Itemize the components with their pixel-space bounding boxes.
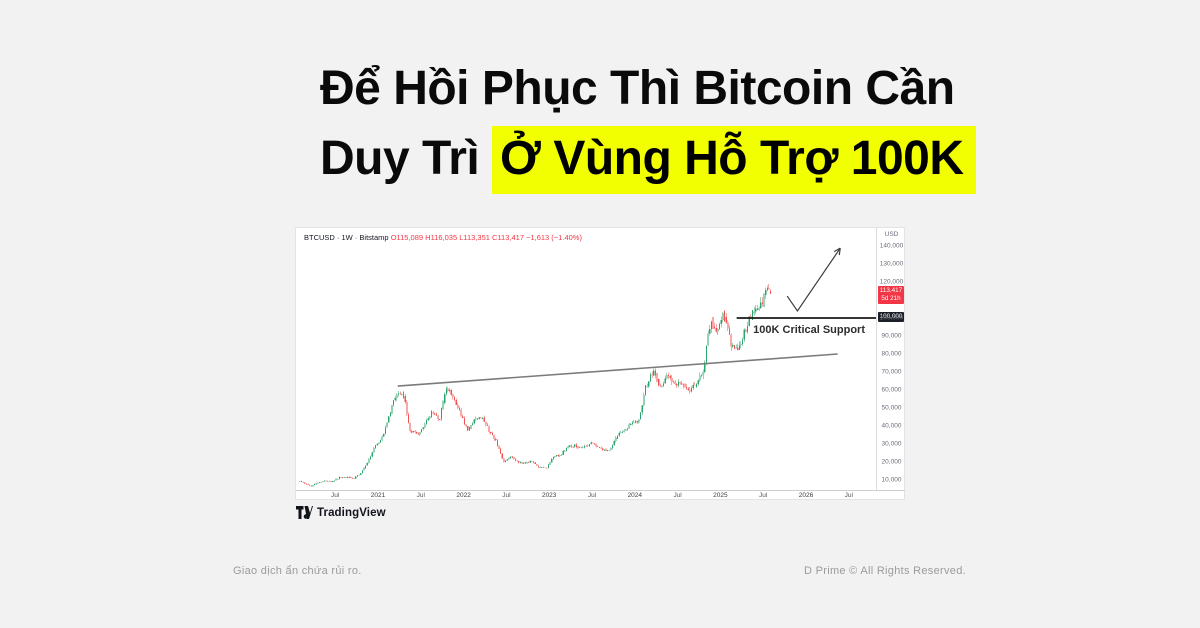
- time-tick: 2025: [713, 492, 728, 499]
- headline-line1: Để Hồi Phục Thì Bitcoin Cần: [320, 62, 955, 115]
- time-tick: Jul: [587, 492, 597, 499]
- tradingview-logo: TradingView: [296, 506, 386, 519]
- time-tick: Jul: [844, 492, 853, 499]
- price-tick: 120,000: [879, 278, 904, 286]
- price-tick: 10,000: [881, 476, 902, 484]
- tradingview-chart: BTCUSD · 1W · Bitstamp O115,089 H116,035…: [295, 227, 905, 500]
- last-price-value: 113,417: [879, 287, 903, 294]
- price-tick: 20,000: [881, 458, 902, 466]
- headline: Để Hồi Phục Thì Bitcoin Cần Duy Trì Ở Vù…: [320, 54, 976, 194]
- time-tick: Jul: [331, 492, 340, 499]
- candle-countdown: 5d 21h: [881, 294, 901, 302]
- price-tick: 100,000: [879, 314, 904, 322]
- footer-copyright: D Prime © All Rights Reserved.: [804, 565, 966, 577]
- time-axis: Jul 2021 Jul 2022 Jul 2023 Jul 2024 Jul 2025 Jul 20…: [296, 490, 905, 501]
- time-tick: 2021: [370, 492, 386, 499]
- price-tick: 50,000: [881, 404, 902, 412]
- last-price-badge: 113,417 5d 21h: [878, 286, 904, 304]
- price-axis-currency: USD: [884, 231, 899, 238]
- headline-line2: Duy Trì Ở Vùng Hỗ Trợ 100K: [320, 124, 976, 194]
- footer-disclaimer: Giao dịch ẩn chứa rủi ro.: [233, 565, 362, 577]
- time-tick: Jul: [759, 492, 768, 499]
- chart-ohlc-values: O115,089 H116,035 L113,351 C113,417 −1,6…: [390, 233, 582, 242]
- price-axis: USD 113,417 5d 21h 100,000 140,000 130,00…: [876, 228, 906, 490]
- support-annotation: 100K Critical Support: [753, 324, 865, 336]
- chart-symbol-label: BTCUSD · 1W · Bitstamp: [304, 233, 389, 242]
- price-tick: 130,000: [879, 260, 904, 268]
- price-tick: 60,000: [881, 386, 902, 394]
- tradingview-logo-icon: [296, 506, 313, 519]
- price-tick: 70,000: [881, 368, 902, 376]
- headline-highlight: Ở Vùng Hỗ Trợ 100K: [492, 126, 976, 194]
- price-tick: 30,000: [881, 440, 902, 448]
- time-tick: Jul: [673, 492, 682, 499]
- price-tick: 140,000: [879, 242, 904, 250]
- time-tick: Jul: [416, 492, 425, 499]
- price-tick: 40,000: [881, 422, 902, 430]
- time-tick: 2023: [541, 492, 557, 499]
- time-tick: 2024: [627, 492, 643, 499]
- time-tick: 2022: [456, 492, 471, 499]
- tradingview-logo-text: TradingView: [317, 506, 386, 519]
- support-price-badge: 100,000: [878, 312, 904, 322]
- candlestick-plot: [299, 247, 876, 487]
- headline-line2-prefix: Duy Trì: [320, 132, 493, 185]
- price-tick: 90,000: [881, 332, 902, 340]
- price-tick: 80,000: [881, 350, 902, 358]
- chart-legend: BTCUSD · 1W · Bitstamp O115,089 H116,035…: [304, 233, 582, 242]
- time-tick: Jul: [502, 492, 511, 499]
- time-tick: 2026: [798, 492, 814, 499]
